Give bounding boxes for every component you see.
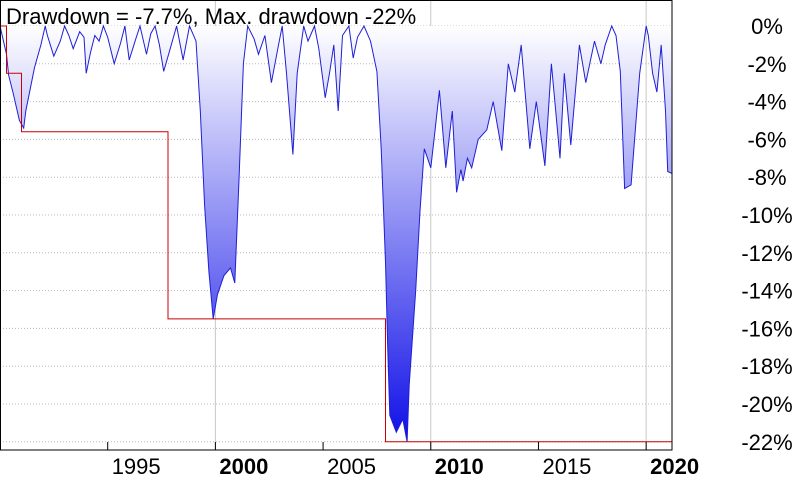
y-tick-label: -14% bbox=[741, 279, 792, 304]
y-tick-label: -4% bbox=[747, 90, 786, 115]
x-tick-label: 1995 bbox=[112, 454, 161, 479]
chart-title: Drawdown = -7.7%, Max. drawdown -22% bbox=[6, 4, 416, 29]
y-tick-label: -20% bbox=[741, 392, 792, 417]
x-tick-label: 2015 bbox=[542, 454, 591, 479]
data-marks bbox=[0, 24, 673, 443]
y-tick-label: 0% bbox=[751, 14, 783, 39]
y-tick-label: -8% bbox=[747, 165, 786, 190]
x-axis: 1995 2000 2005 2010 2015 2020 bbox=[107, 442, 699, 479]
y-tick-label: -2% bbox=[747, 52, 786, 77]
x-tick-label: 2005 bbox=[327, 454, 376, 479]
x-tick-label: 2010 bbox=[435, 454, 484, 479]
y-axis: 0% -2% -4% -6% -8% -10% -12% -14% -16% -18% -20% -2… bbox=[741, 14, 792, 455]
y-tick-label: -22% bbox=[741, 430, 792, 455]
x-tick-label: 2000 bbox=[219, 454, 268, 479]
y-tick-label: -18% bbox=[741, 354, 792, 379]
drawdown-line bbox=[0, 24, 673, 442]
y-tick-label: -10% bbox=[741, 203, 792, 228]
y-tick-label: -16% bbox=[741, 316, 792, 341]
y-tick-label: -12% bbox=[741, 241, 792, 266]
plot-frame bbox=[0, 0, 673, 451]
y-tick-label: -6% bbox=[747, 127, 786, 152]
max-drawdown-line bbox=[0, 25, 672, 443]
x-tick-label: 2020 bbox=[650, 454, 699, 479]
